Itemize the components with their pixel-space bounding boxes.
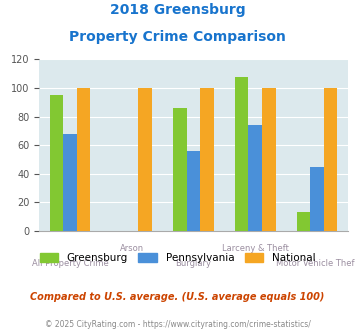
Text: Motor Vehicle Theft: Motor Vehicle Theft (276, 259, 355, 268)
Text: Compared to U.S. average. (U.S. average equals 100): Compared to U.S. average. (U.S. average … (30, 292, 325, 302)
Bar (187, 151, 200, 231)
Text: Arson: Arson (120, 244, 144, 253)
Bar (310, 167, 324, 231)
Bar (63, 134, 77, 231)
Bar (50, 95, 63, 231)
Bar (235, 77, 248, 231)
Text: © 2025 CityRating.com - https://www.cityrating.com/crime-statistics/: © 2025 CityRating.com - https://www.city… (45, 320, 310, 329)
Bar (324, 88, 337, 231)
Bar (77, 88, 90, 231)
Text: Larceny & Theft: Larceny & Theft (222, 244, 289, 253)
Bar (138, 88, 152, 231)
Text: Property Crime Comparison: Property Crime Comparison (69, 30, 286, 44)
Text: All Property Crime: All Property Crime (32, 259, 108, 268)
Text: Burglary: Burglary (175, 259, 212, 268)
Bar (200, 88, 214, 231)
Bar (173, 108, 187, 231)
Legend: Greensburg, Pennsylvania, National: Greensburg, Pennsylvania, National (36, 248, 320, 267)
Bar (297, 213, 310, 231)
Bar (248, 125, 262, 231)
Bar (262, 88, 275, 231)
Text: 2018 Greensburg: 2018 Greensburg (110, 3, 245, 17)
